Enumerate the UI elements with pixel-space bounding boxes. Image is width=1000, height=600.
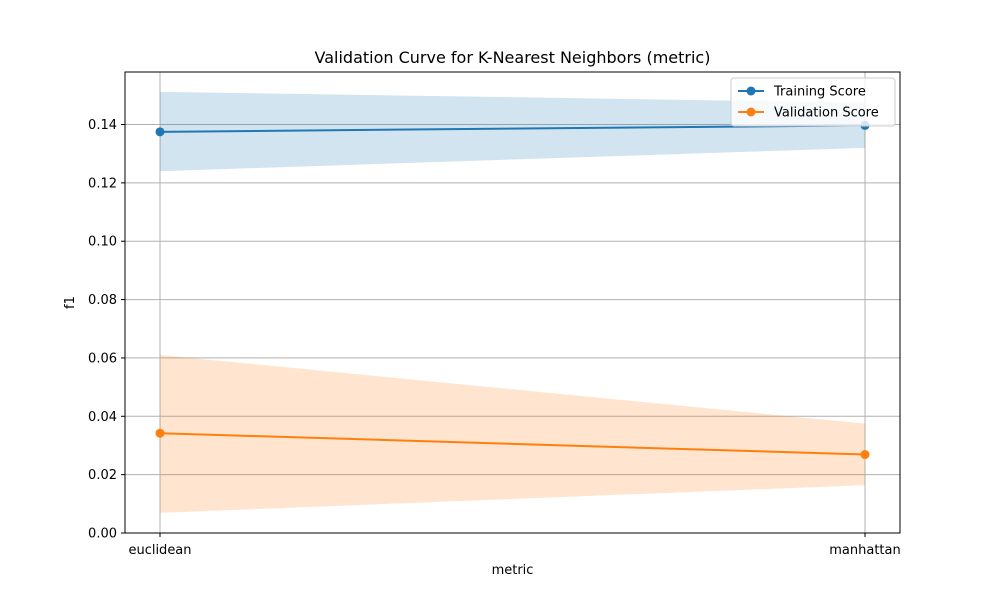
- legend-label-series-1: Validation Score: [774, 106, 879, 121]
- y-tick-label: 0.14: [88, 118, 117, 133]
- legend: Training Score Validation Score: [730, 77, 896, 127]
- y-tick-label: 0.04: [88, 410, 117, 425]
- y-tick-label: 0.10: [88, 235, 117, 250]
- chart-title: Validation Curve for K-Nearest Neighbors…: [315, 48, 711, 67]
- plot-frame: [124, 71, 901, 534]
- series-0-std-band: [160, 91, 865, 172]
- series-1-point: [860, 450, 870, 460]
- y-tick-label: 0.12: [88, 176, 117, 191]
- x-axis-title: metric: [492, 563, 534, 578]
- y-tick-label: 0.06: [88, 351, 117, 366]
- series-1-std-band: [160, 355, 865, 513]
- legend-box: [730, 77, 896, 127]
- legend-label-series-0: Training Score: [773, 85, 866, 100]
- legend-entries: Training Score Validation Score: [738, 85, 879, 121]
- y-tick-label: 0.08: [88, 293, 117, 308]
- y-tick-label: 0.00: [88, 527, 117, 542]
- y-tick-label: 0.02: [88, 468, 117, 483]
- x-tick-label: manhattan: [829, 543, 900, 558]
- tick-layer: 0.00 0.02 0.04 0.06 0.08 0.10 0.12 0.14 euclidea…: [88, 118, 901, 558]
- series-0-point: [155, 127, 165, 137]
- legend-marker-series-0: [746, 86, 756, 96]
- series-1-line: [159, 432, 866, 456]
- y-axis-title: f1: [63, 296, 78, 309]
- legend-marker-series-1: [746, 107, 756, 117]
- x-tick-label: euclidean: [128, 543, 191, 558]
- series-1-point: [155, 428, 165, 438]
- band-layer: [160, 91, 865, 513]
